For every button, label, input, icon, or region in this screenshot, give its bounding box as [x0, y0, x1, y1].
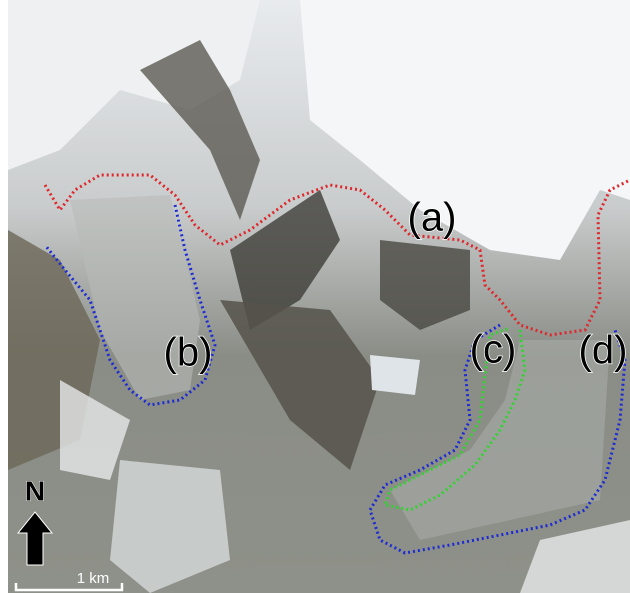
label: (c) [470, 328, 517, 372]
scale-label: 1 km [77, 570, 110, 587]
label: (d) [579, 329, 628, 373]
outlines [43, 173, 630, 555]
north-arrow [16, 511, 54, 566]
terrain [8, 0, 630, 593]
label: (a) [408, 196, 457, 240]
boundary-a [43, 173, 630, 337]
north-label: N [25, 475, 45, 506]
scale-bar [14, 583, 124, 592]
label: (b) [164, 331, 213, 375]
